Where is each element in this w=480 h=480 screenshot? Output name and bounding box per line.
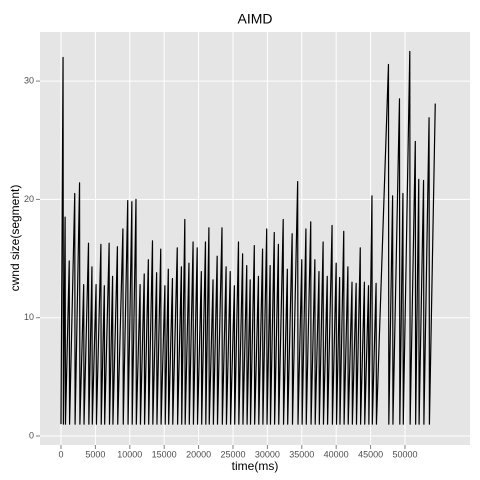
x-tick-label: 25000 (220, 449, 245, 459)
y-tick-label: 0 (29, 430, 34, 440)
x-axis-title: time(ms) (232, 459, 279, 473)
x-tick-label: 50000 (392, 449, 417, 459)
data-line (60, 50, 436, 425)
x-tick-label: 0 (58, 449, 63, 459)
y-tick-label: 20 (24, 194, 34, 204)
y-tick-label: 30 (24, 75, 34, 85)
y-axis-title: cwnd size(segment) (8, 185, 22, 292)
x-tick-label: 10000 (117, 449, 142, 459)
x-tick-label: 15000 (152, 449, 177, 459)
x-tick-label: 5000 (85, 449, 105, 459)
x-tick-label: 20000 (186, 449, 211, 459)
x-tick-label: 45000 (358, 449, 383, 459)
x-tick-label: 40000 (324, 449, 349, 459)
y-tick-label: 10 (24, 312, 34, 322)
marks (60, 50, 436, 425)
chart-title: AIMD (238, 11, 273, 27)
x-tick-label: 30000 (255, 449, 280, 459)
x-tick-label: 35000 (289, 449, 314, 459)
